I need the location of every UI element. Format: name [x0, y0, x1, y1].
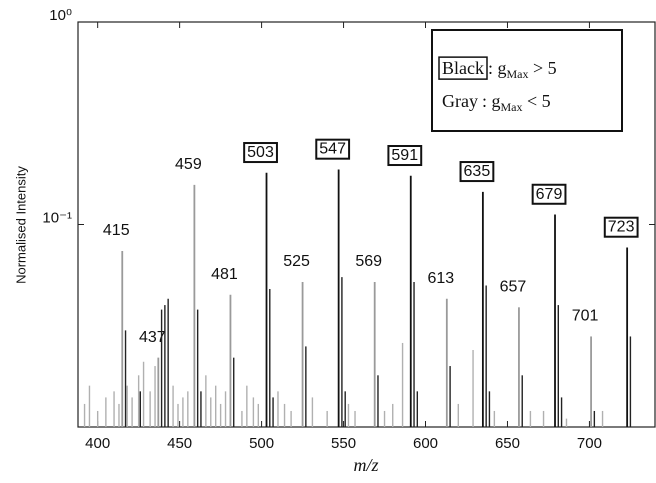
peak-label: 723: [608, 219, 635, 236]
peak-label: 415: [103, 222, 130, 239]
x-tick-label: 700: [577, 435, 602, 452]
legend-text: : g: [482, 91, 501, 111]
peak-label: 481: [211, 266, 238, 283]
peak-label: 547: [319, 141, 346, 158]
peak-label: 701: [572, 308, 599, 325]
x-tick-label: 450: [167, 435, 192, 452]
legend-key: Gray: [442, 91, 478, 111]
peak-label: 525: [283, 253, 310, 270]
legend-text: : gMax < 5: [482, 91, 551, 114]
legend-key: Black: [442, 58, 484, 78]
peak-label-box: [315, 138, 351, 160]
peak-label: 569: [355, 253, 382, 270]
peak-label-box: [387, 145, 423, 167]
x-tick-label: 400: [85, 435, 110, 452]
legend-text: : gMax > 5: [488, 58, 557, 81]
x-tick-label: 600: [413, 435, 438, 452]
peak-label: 613: [427, 270, 454, 287]
x-tick-label: 500: [249, 435, 274, 452]
peak-label: 657: [500, 279, 527, 296]
legend-rest: < 5: [523, 91, 551, 111]
peak-label-box: [603, 216, 639, 238]
peak-label: 635: [464, 163, 491, 180]
peak-label: 679: [536, 186, 563, 203]
peak-label: 591: [391, 147, 418, 164]
legend-key-box: [438, 56, 488, 80]
y-axis-label: Normalised Intensity: [13, 166, 28, 284]
peak-label: 459: [175, 156, 202, 173]
peak-label-box: [243, 142, 278, 164]
x-axis-label: m/z: [353, 455, 378, 475]
legend-rest: > 5: [529, 58, 557, 78]
y-tick-label: 10⁻¹: [42, 209, 72, 226]
peak-label-box: [459, 161, 495, 183]
peak-label: 437: [139, 329, 166, 346]
peak-label-box: [531, 183, 567, 205]
legend-box: [431, 29, 623, 132]
legend-sub: Max: [501, 100, 523, 114]
legend-text: : g: [488, 58, 507, 78]
x-tick-label: 550: [331, 435, 356, 452]
y-tick-label: 10⁰: [49, 7, 72, 24]
legend-sub: Max: [507, 67, 529, 81]
x-tick-label: 650: [495, 435, 520, 452]
peak-label: 503: [247, 144, 274, 161]
